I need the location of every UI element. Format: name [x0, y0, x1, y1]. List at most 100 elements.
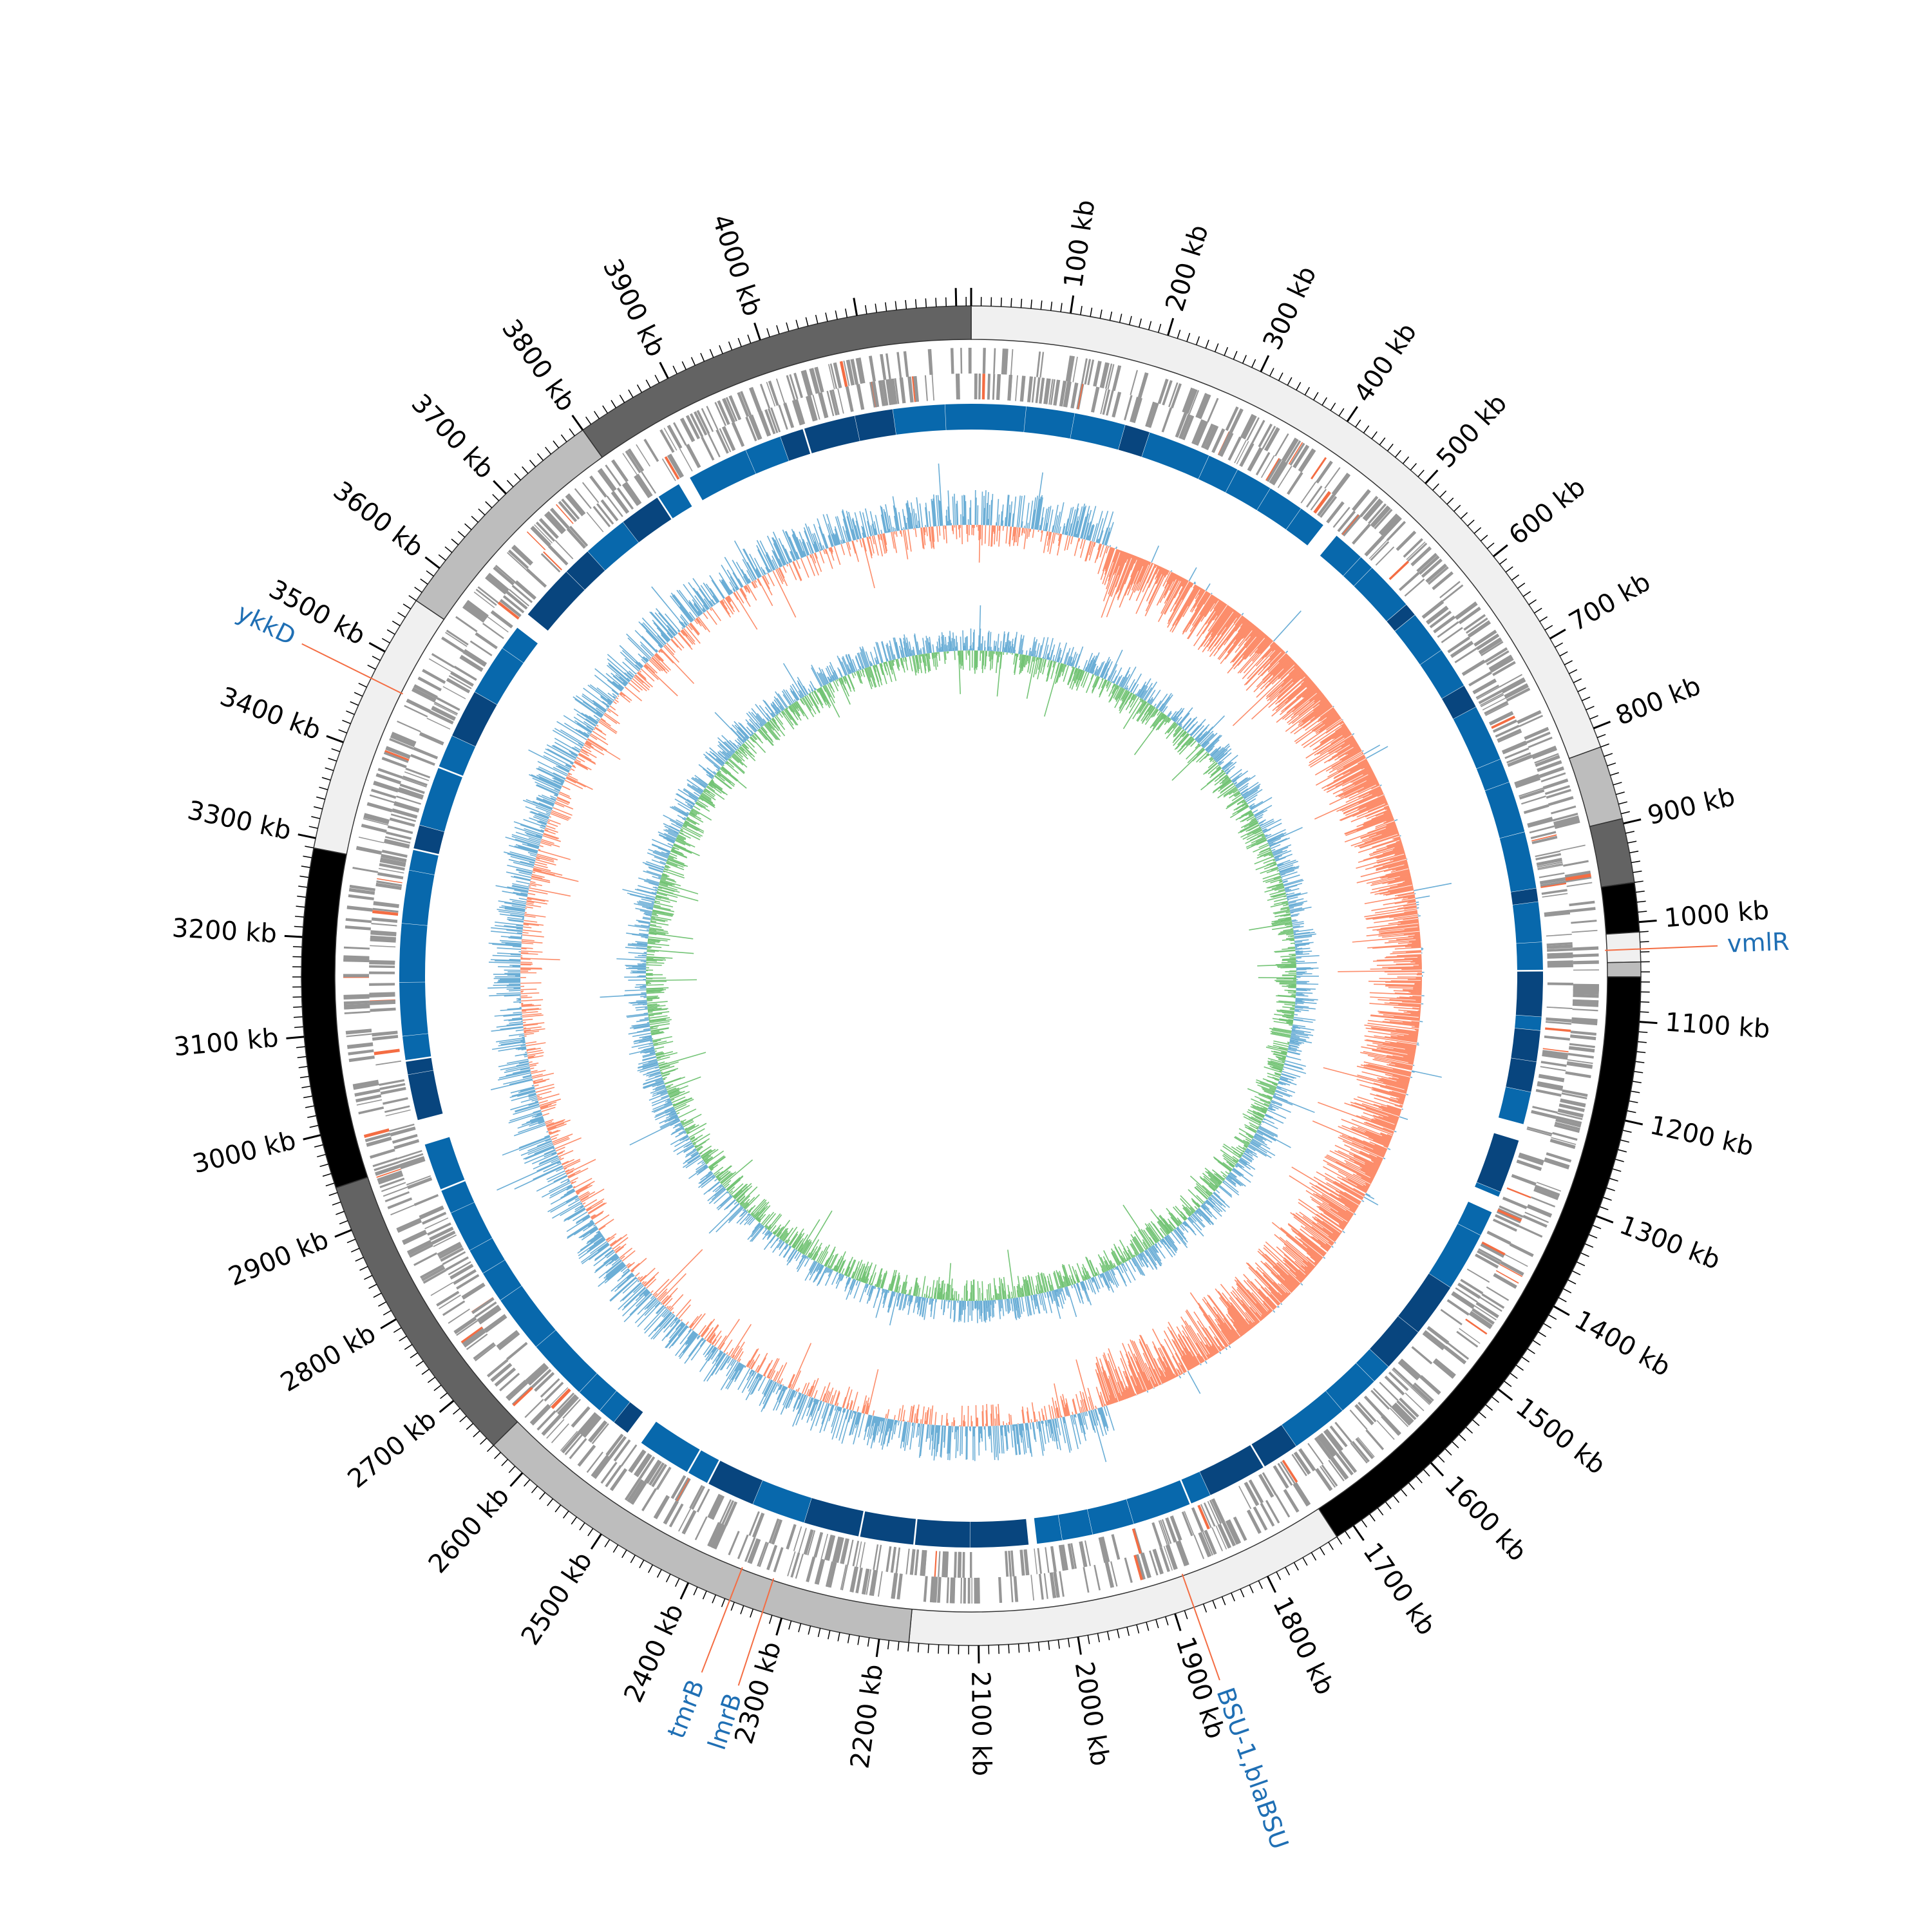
- cds-feature: [421, 1266, 445, 1281]
- cds-feature: [591, 1423, 609, 1444]
- minor-tick: [907, 1642, 909, 1652]
- gc-content-bar: [1013, 527, 1016, 546]
- cds-feature: [1567, 1052, 1594, 1059]
- cds-feature: [866, 1569, 872, 1595]
- cds-feature: [448, 675, 472, 690]
- cds-feature: [548, 545, 569, 566]
- cds-feature: [487, 616, 509, 633]
- cds-feature: [1396, 531, 1417, 551]
- cds-feature: [651, 1464, 667, 1488]
- cds-feature: [1287, 471, 1303, 495]
- gc-content-bar: [1285, 1292, 1289, 1296]
- gc-content-bar: [1360, 824, 1397, 838]
- gc-content-bar: [1196, 600, 1222, 637]
- gc-content-bar: [1345, 1210, 1354, 1216]
- gc-content-bar: [1305, 729, 1350, 759]
- cds-feature: [482, 623, 504, 639]
- gc-content-bar: [1237, 637, 1270, 674]
- gc-content-bar: [1125, 1354, 1142, 1394]
- cds-feature: [580, 1414, 600, 1436]
- cds-feature: [1203, 1502, 1216, 1527]
- gc-content-bar: [1304, 1270, 1309, 1275]
- blast-hit: [419, 768, 462, 832]
- gc-content-bar: [1274, 645, 1280, 651]
- gc-content-bar: [1367, 771, 1374, 775]
- blast-hit: [439, 735, 476, 776]
- minor-tick: [594, 411, 600, 419]
- gc-content-bar: [1257, 636, 1269, 649]
- gc-content-bar: [1104, 527, 1111, 545]
- gc-content-bar: [1040, 517, 1044, 531]
- gc-content-bar: [1171, 586, 1200, 633]
- gc-content-bar: [1043, 508, 1048, 531]
- cds-feature: [605, 464, 621, 487]
- cds-feature: [1392, 1403, 1413, 1425]
- cds-feature: [757, 1541, 768, 1567]
- gc-content-bar: [1407, 1054, 1416, 1057]
- cds-feature: [1426, 606, 1448, 624]
- cds-feature: [1161, 1519, 1172, 1544]
- cds-feature: [1282, 1459, 1298, 1483]
- gc-content-bar: [1163, 574, 1177, 599]
- gc-content-bar: [1392, 1075, 1410, 1080]
- cds-feature: [1397, 1360, 1419, 1381]
- cds-feature: [1426, 1326, 1450, 1345]
- cds-feature: [1246, 417, 1260, 441]
- gc-content-bar: [1368, 980, 1422, 983]
- gc-content-bar: [1218, 1297, 1247, 1333]
- gc-content-bar: [1114, 551, 1124, 573]
- gc-content-bar: [1218, 1291, 1250, 1331]
- cds-feature: [612, 459, 629, 482]
- cds-feature: [1324, 467, 1341, 489]
- gc-content-bar: [1333, 760, 1368, 780]
- cds-feature: [1065, 381, 1072, 408]
- gc-content-bar: [529, 884, 536, 887]
- gc-content-bar: [1254, 1321, 1257, 1325]
- cds-feature: [722, 398, 735, 423]
- cds-feature: [1481, 694, 1504, 708]
- gc-content-bar: [829, 1404, 832, 1406]
- cds-feature: [1526, 731, 1551, 744]
- cds-feature: [1544, 784, 1571, 795]
- cds-feature: [484, 1314, 506, 1331]
- gc-content-bar: [983, 507, 985, 526]
- cds-feature: [397, 1150, 422, 1160]
- cds-feature: [370, 1009, 396, 1012]
- gc-content-bar: [1079, 539, 1086, 558]
- minor-tick: [1568, 669, 1578, 674]
- minor-tick: [1258, 1580, 1263, 1589]
- gc-content-bar: [920, 1419, 922, 1424]
- gc-content-bar: [1056, 511, 1061, 533]
- gc-content-bar: [1411, 1026, 1419, 1028]
- gc-content-bar: [1388, 1063, 1412, 1070]
- gc-content-bar: [1061, 1399, 1066, 1417]
- gc-content-bar: [1068, 509, 1076, 536]
- minor-tick: [397, 612, 406, 618]
- blast-hit: [746, 437, 789, 474]
- major-tick: [1174, 1613, 1182, 1631]
- cds-feature: [352, 1081, 379, 1089]
- gc-content-bar: [1182, 1335, 1200, 1365]
- minor-tick: [1634, 880, 1643, 883]
- cds-feature: [1547, 982, 1573, 986]
- gc-content-bar: [550, 1190, 576, 1205]
- gc-content-bar: [1164, 1338, 1184, 1374]
- gc-content-bar: [1375, 849, 1405, 859]
- cds-feature: [1053, 1571, 1060, 1598]
- cds-feature: [880, 354, 885, 380]
- minor-tick: [1060, 303, 1063, 312]
- scale-label: 3600 kb: [328, 476, 429, 564]
- gc-content-bar: [1388, 1115, 1399, 1121]
- gc-content-bar: [1166, 576, 1180, 601]
- cds-feature: [439, 1294, 461, 1309]
- blast-hit: [623, 497, 672, 543]
- gc-content-bar: [1350, 829, 1398, 847]
- cds-feature: [384, 836, 411, 844]
- cds-feature: [1370, 1390, 1390, 1410]
- minor-tick: [314, 1144, 323, 1148]
- major-tick: [571, 415, 584, 431]
- gc-content-bar: [1403, 917, 1419, 920]
- cds-feature: [1320, 496, 1338, 518]
- gc-content-bar: [1179, 576, 1182, 582]
- minor-tick: [656, 1569, 662, 1578]
